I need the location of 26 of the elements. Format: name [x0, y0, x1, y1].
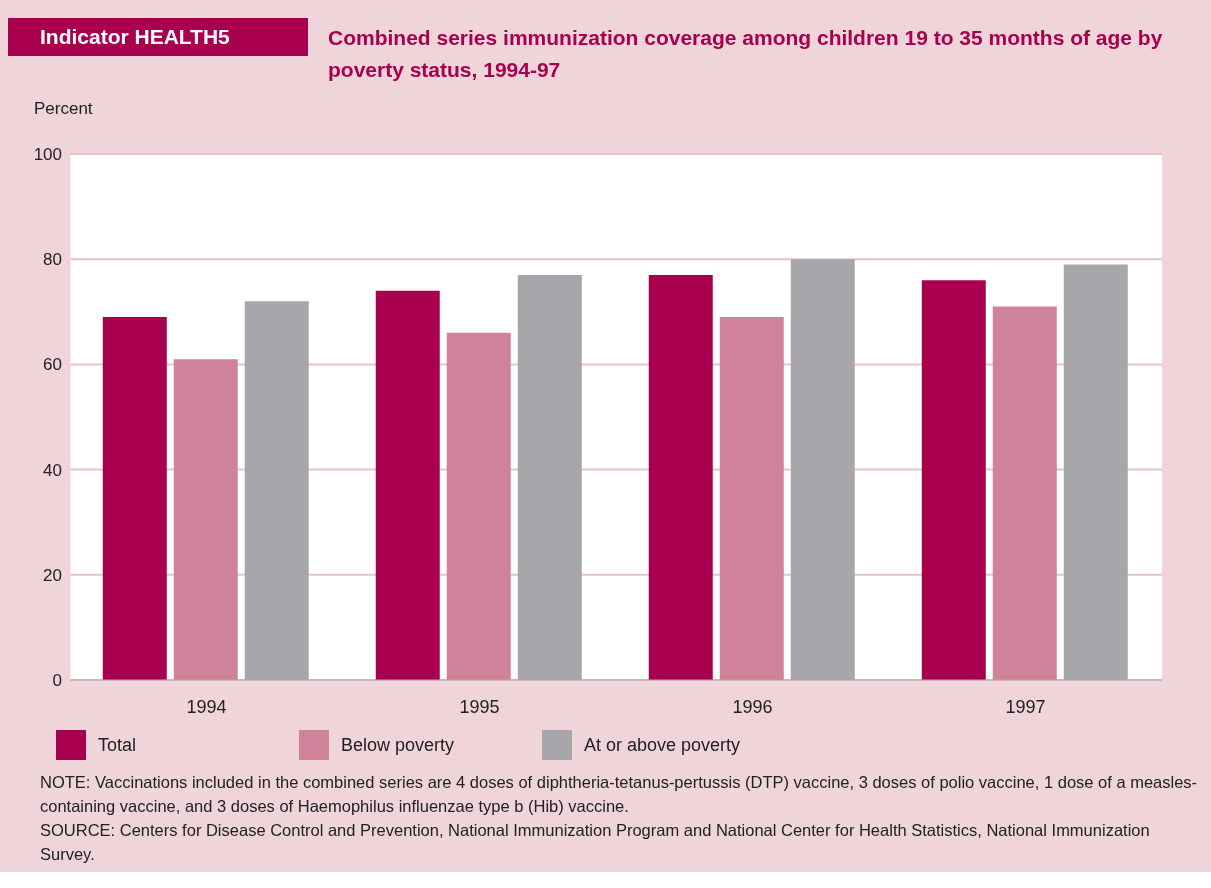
bar [173, 359, 238, 680]
bar [992, 306, 1057, 680]
chart-subtitle: Combined series immunization coverage among children 19 to 35 months of age by poverty status, 1994-97 [328, 25, 1164, 83]
y-tick-label: 20 [43, 565, 62, 585]
text: NOTE: Vaccinations included in the combined series are 4 doses of diphtheria-tetanus-pertussis (DTP) vaccine, 3 doses of polio vaccine, 1 dose of a measles-containing vaccine, and 3 doses of Haemophilus influenzae type b (Hib) vaccine. [40, 772, 1199, 817]
bar [375, 290, 440, 680]
x-tick-label: 1996 [732, 696, 773, 717]
bar [446, 332, 511, 680]
x-tick-label: 1997 [1005, 696, 1046, 717]
x-tick-label: 1995 [459, 696, 500, 717]
y-tick-label: 40 [43, 460, 62, 480]
x-tick-label: 1994 [186, 696, 227, 717]
legend-label: Below poverty [341, 734, 455, 756]
legend-label: Total [98, 734, 137, 756]
source-note: SOURCE: Centers for Disease Control and Prevention, National Immunization Program and National Center for Health Statistics, National Immunization Survey. [40, 820, 1151, 865]
bar [921, 280, 986, 680]
bar [719, 317, 784, 680]
y-tick-label: 100 [33, 145, 62, 165]
y-tick-label: 60 [43, 355, 62, 375]
y-tick-label: 0 [52, 671, 62, 691]
y-axis-title: Percent [34, 99, 93, 119]
bar [102, 317, 167, 680]
y-tick-label: 80 [43, 250, 62, 270]
legend-label: At or above poverty [584, 734, 741, 756]
bar [648, 274, 713, 680]
chart-title: Indicator HEALTH5 [8, 18, 308, 56]
